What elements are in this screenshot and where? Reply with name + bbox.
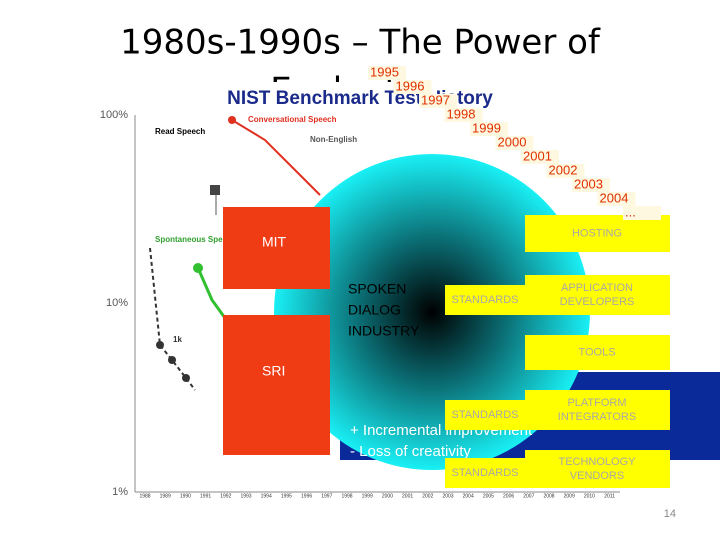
x-label: 2003 <box>442 493 453 499</box>
year-label: 1999 <box>472 120 501 135</box>
curve <box>149 247 196 391</box>
role-box <box>525 335 670 370</box>
figure-label: Spontaneous Speech <box>155 235 236 244</box>
year-bg <box>419 94 457 108</box>
year-label: 1997 <box>421 92 450 107</box>
standards-label: STANDARDS <box>451 294 518 306</box>
year-label: 2003 <box>574 176 603 191</box>
industry-label: INDUSTRY <box>348 323 420 339</box>
x-label: 2005 <box>483 493 494 499</box>
year-bg <box>495 136 534 150</box>
role-label: PLATFORM INTEGRATORS <box>558 397 636 423</box>
standards-box <box>445 285 525 315</box>
year-label: 2000 <box>498 134 527 149</box>
year-bg <box>368 66 406 80</box>
role-label: HOSTING <box>572 227 622 239</box>
x-label: 2010 <box>584 493 595 499</box>
standards-label: STANDARDS <box>451 467 518 479</box>
y-label: 1% <box>112 486 128 498</box>
sphere <box>274 154 590 470</box>
x-label: 1999 <box>362 493 373 499</box>
role-label: TECHNOLOGY VENDORS <box>558 456 636 482</box>
role-box <box>525 450 670 488</box>
standards-label: STANDARDS <box>451 409 518 421</box>
x-label: 1990 <box>180 493 191 499</box>
lab-label: SRI <box>262 363 285 379</box>
x-label: 1991 <box>200 493 211 499</box>
x-label: 2007 <box>523 493 534 499</box>
year-bg <box>444 108 483 122</box>
x-label: 2011 <box>604 493 615 499</box>
y-label: 10% <box>106 297 128 309</box>
x-label: 1993 <box>240 493 251 499</box>
lab-box <box>223 207 330 289</box>
x-label: 1995 <box>281 493 292 499</box>
marker <box>156 341 164 349</box>
x-label: 1998 <box>341 493 352 499</box>
figure-label: Conversational Speech <box>248 115 337 124</box>
page-number: 14 <box>664 508 676 520</box>
role-label: APPLICATION DEVELOPERS <box>560 282 635 308</box>
lab-label: MIT <box>262 234 287 250</box>
role-box <box>525 390 670 430</box>
lab-box <box>223 315 330 455</box>
standards-box <box>445 458 525 488</box>
figure-label: Non-English <box>310 135 357 144</box>
figure-label: Read Speech <box>155 127 205 136</box>
role-box <box>525 215 670 252</box>
curve <box>231 119 321 196</box>
x-label: 2009 <box>564 493 575 499</box>
industry-label: SPOKEN <box>348 281 406 297</box>
marker <box>193 263 203 273</box>
year-bg <box>470 122 508 136</box>
year-label: 2001 <box>523 148 552 163</box>
x-label: 1989 <box>160 493 171 499</box>
title: 1980s-1990s – The Power of <box>120 23 601 63</box>
role-box <box>525 275 670 315</box>
x-label: 2008 <box>543 493 554 499</box>
x-label: 1992 <box>220 493 231 499</box>
x-label: 2006 <box>503 493 514 499</box>
year-bg <box>597 192 636 206</box>
role-label: TOOLS <box>578 346 615 358</box>
marker <box>168 356 176 364</box>
marker <box>228 116 236 124</box>
year-label: 2002 <box>549 162 578 177</box>
year-label: 1998 <box>447 106 476 121</box>
x-label: 2001 <box>402 493 413 499</box>
x-label: 1997 <box>321 493 332 499</box>
x-label: 2000 <box>382 493 393 499</box>
year-label: 1995 <box>370 64 399 79</box>
marker <box>182 374 190 382</box>
year-label: 2004 <box>600 190 629 205</box>
x-label: 1994 <box>261 493 272 499</box>
year-bg <box>623 206 661 220</box>
year-label: ... <box>625 204 636 219</box>
x-label: 2002 <box>422 493 433 499</box>
year-bg <box>393 80 432 94</box>
standards-box <box>445 400 525 430</box>
curve <box>196 267 227 319</box>
x-label: 2004 <box>463 493 474 499</box>
blue-box-text: - Loss of creativity <box>350 443 471 460</box>
year-bg <box>546 164 585 178</box>
year-bg <box>572 178 610 192</box>
figure-label: 1k <box>173 335 182 344</box>
year-label: 1996 <box>396 78 425 93</box>
x-label: 1988 <box>139 493 150 499</box>
marker <box>210 185 220 195</box>
industry-label: DIALOG <box>348 302 401 318</box>
x-label: 1996 <box>301 493 312 499</box>
year-bg <box>521 150 559 164</box>
y-label: 100% <box>100 109 128 121</box>
